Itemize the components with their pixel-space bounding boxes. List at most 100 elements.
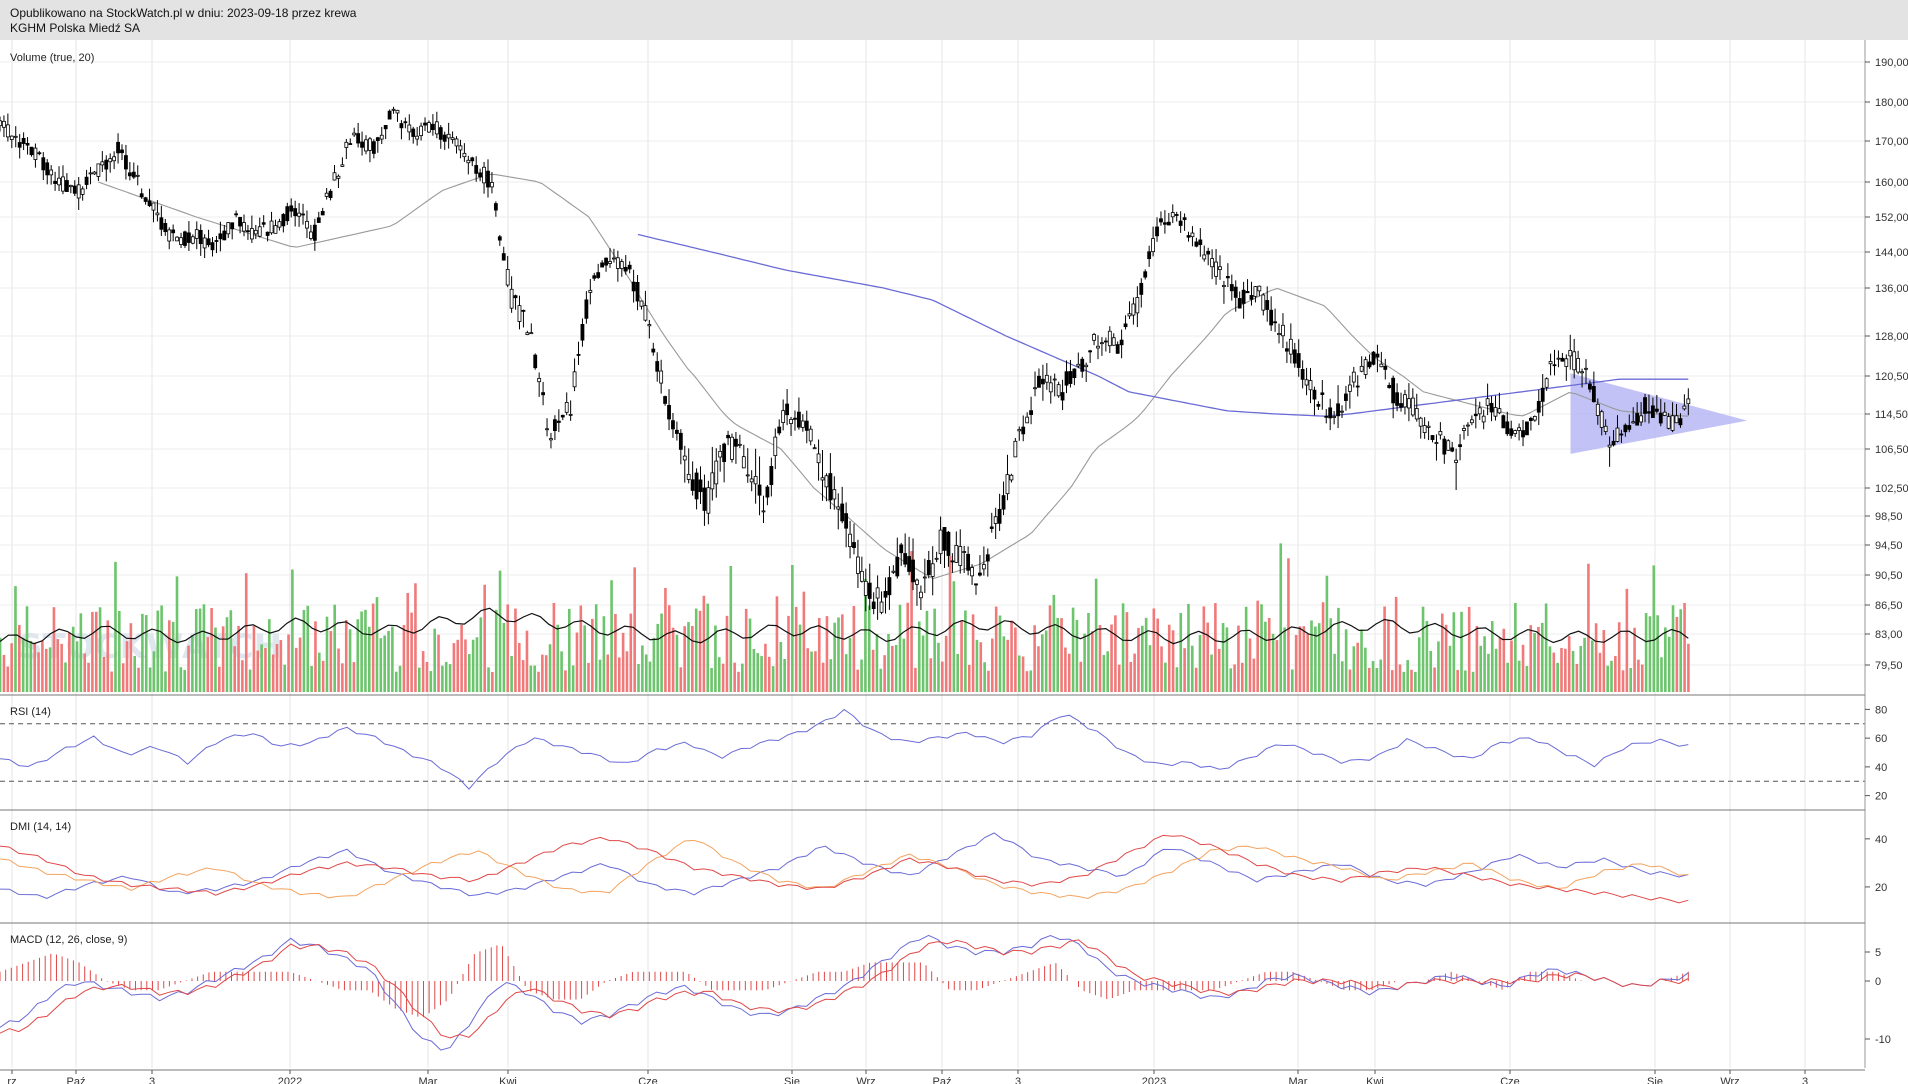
volume-bar	[1606, 665, 1609, 692]
candle-body	[490, 182, 494, 188]
candle-body	[1159, 218, 1163, 223]
volume-bar	[871, 649, 875, 692]
candle-body	[651, 348, 656, 353]
candle-body	[1320, 392, 1325, 395]
candle-body	[17, 142, 22, 148]
volume-bar	[706, 603, 710, 692]
candle-body	[541, 392, 545, 396]
volume-bar	[1244, 606, 1248, 692]
adx-line	[0, 834, 1689, 904]
volume-bar	[521, 660, 525, 692]
volume-bar	[1367, 667, 1371, 692]
candle-body	[1324, 415, 1329, 418]
volume-bar	[744, 608, 748, 692]
candle-body	[564, 402, 569, 413]
candle-body	[340, 164, 345, 167]
volume-bar	[733, 662, 736, 692]
volume-bar	[1521, 644, 1525, 692]
x-tick-label: Wrz	[856, 1076, 875, 1084]
volume-bar	[1256, 600, 1259, 692]
volume-bar	[829, 659, 833, 692]
candle-body	[867, 582, 872, 599]
candle-body	[0, 120, 2, 127]
volume-bar	[398, 665, 402, 692]
candle-body	[1462, 428, 1466, 431]
candle-body	[419, 125, 423, 137]
candle-body	[1532, 416, 1537, 421]
volume-bar	[417, 667, 421, 692]
candle-body	[631, 281, 636, 292]
candle-body	[820, 477, 825, 481]
stock-chart: STOCKWATCH rz Paź 3 2022 Mar Kwi Cze Sie Wrz Paź 3…	[0, 40, 1908, 1084]
volume-bar	[679, 667, 683, 692]
volume-bar	[587, 662, 590, 692]
volume-bar	[856, 669, 860, 692]
volume-bar	[1017, 655, 1021, 692]
candle-body	[950, 560, 955, 563]
candle-body	[856, 556, 860, 574]
volume-bar	[1125, 612, 1129, 692]
candle-body	[368, 138, 372, 151]
volume-bar	[1390, 670, 1394, 692]
volume-bar	[464, 639, 467, 692]
candle-body	[1375, 353, 1380, 358]
candle-body	[1430, 435, 1435, 440]
volume-bar	[168, 620, 171, 692]
volume-bar	[294, 647, 298, 692]
volume-bar	[0, 637, 2, 692]
volume-bar	[614, 613, 617, 692]
candle-body	[84, 176, 89, 185]
candle-body	[1245, 291, 1250, 294]
candle-body	[120, 149, 124, 154]
volume-bar	[137, 667, 140, 692]
volume-bar	[394, 671, 398, 692]
candle-body	[962, 551, 967, 553]
volume-bar	[1490, 621, 1494, 692]
candle-body	[446, 133, 451, 139]
candle-body	[1033, 387, 1037, 390]
candle-body	[1328, 407, 1333, 419]
volume-bar	[1314, 626, 1317, 692]
price-tick-label: 83,00	[1875, 629, 1903, 641]
volume-bar	[860, 659, 863, 692]
price-tick-label: 190,00	[1875, 57, 1908, 69]
candle-body	[1170, 212, 1175, 218]
volume-bar	[760, 656, 763, 692]
volume-bar	[129, 623, 133, 692]
volume-bar	[198, 608, 202, 692]
volume-bar	[502, 622, 506, 692]
volume-bar	[1121, 603, 1125, 692]
volume-bar	[1060, 618, 1063, 692]
candle-body	[907, 556, 911, 572]
candle-body	[1670, 415, 1675, 431]
candle-body	[1296, 353, 1301, 368]
candle-body	[175, 236, 179, 242]
instrument-name: KGHM Polska Miedź SA	[10, 21, 141, 35]
volume-bar	[1467, 606, 1471, 692]
candle-body	[478, 172, 483, 178]
volume-bar	[75, 641, 79, 692]
x-tick-label: Sie	[784, 1076, 800, 1084]
volume-bar	[1383, 606, 1386, 692]
volume-bar	[748, 618, 752, 692]
volume-bar	[1440, 613, 1444, 692]
candle-body	[1615, 427, 1620, 442]
candle-body	[619, 261, 624, 269]
candle-body	[61, 176, 65, 192]
volume-bar	[810, 651, 813, 692]
volume-bar	[687, 622, 690, 692]
x-tick-label: 2022	[278, 1076, 302, 1084]
candle-body	[1591, 386, 1596, 403]
volume-bar	[364, 609, 367, 692]
candle-body	[1383, 365, 1388, 370]
candle-body	[1233, 286, 1238, 298]
candle-body	[556, 420, 561, 423]
volume-bar	[1614, 656, 1617, 692]
candle-body	[1371, 351, 1376, 365]
volume-bar	[1191, 645, 1194, 692]
candle-body	[434, 121, 439, 135]
candle-body	[143, 197, 148, 202]
candle-body	[1650, 405, 1655, 418]
volume-bar	[114, 561, 117, 692]
price-panel-label: Volume (true, 20)	[10, 52, 94, 64]
